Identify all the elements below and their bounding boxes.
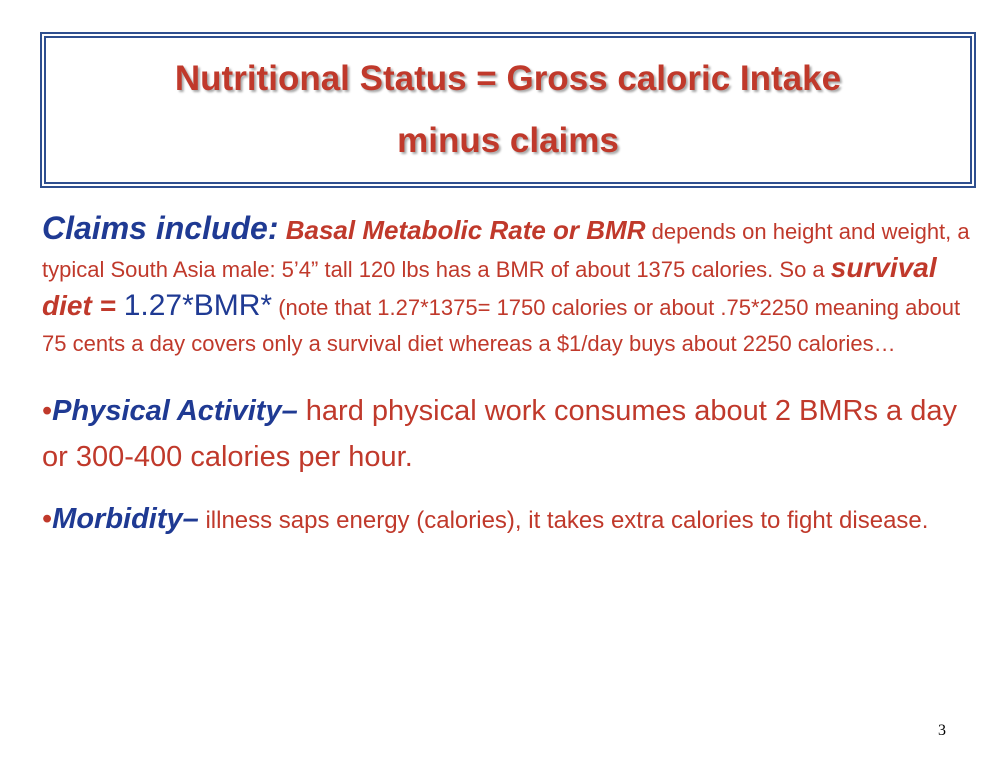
bullet-text-morbidity: illness saps energy (calories), it takes…	[198, 507, 929, 534]
bmr-phrase: Basal Metabolic Rate or BMR	[278, 215, 646, 245]
bullet-label-morbidity: Morbidity–	[52, 503, 199, 535]
claims-paragraph: Claims include: Basal Metabolic Rate or …	[42, 210, 972, 362]
survival-formula: 1.27*BMR*	[123, 289, 273, 322]
bullet-dot: •	[42, 503, 53, 535]
paragraph-text-2: (note that 1.27*1375= 1750 calories or a…	[42, 295, 961, 356]
slide-number: 3	[938, 722, 946, 739]
claims-lead: Claims include:	[42, 210, 279, 246]
bullet-text-physical-activity: hard physical work consumes about 2 BMRs…	[42, 395, 957, 473]
title-box-inner: Nutritional Status = Gross caloric Intak…	[44, 36, 972, 184]
bullet-dot: •	[42, 395, 53, 427]
bullet-morbidity: •Morbidity– illness saps energy (calorie…	[42, 498, 972, 542]
title-line-1: Nutritional Status = Gross caloric Intak…	[174, 59, 842, 98]
paragraph-text-1: depends on height and weight, a typical …	[42, 219, 970, 282]
slide-body: Claims include: Basal Metabolic Rate or …	[42, 210, 972, 542]
bullet-label-physical-activity: Physical Activity–	[52, 395, 298, 427]
title-box: Nutritional Status = Gross caloric Intak…	[40, 32, 976, 188]
survival-diet-phrase: survival diet	[42, 252, 937, 321]
bullet-physical-activity: •Physical Activity– hard physical work c…	[42, 388, 972, 480]
title-line-2: minus claims	[397, 121, 619, 160]
equals-sign: =	[91, 290, 124, 321]
